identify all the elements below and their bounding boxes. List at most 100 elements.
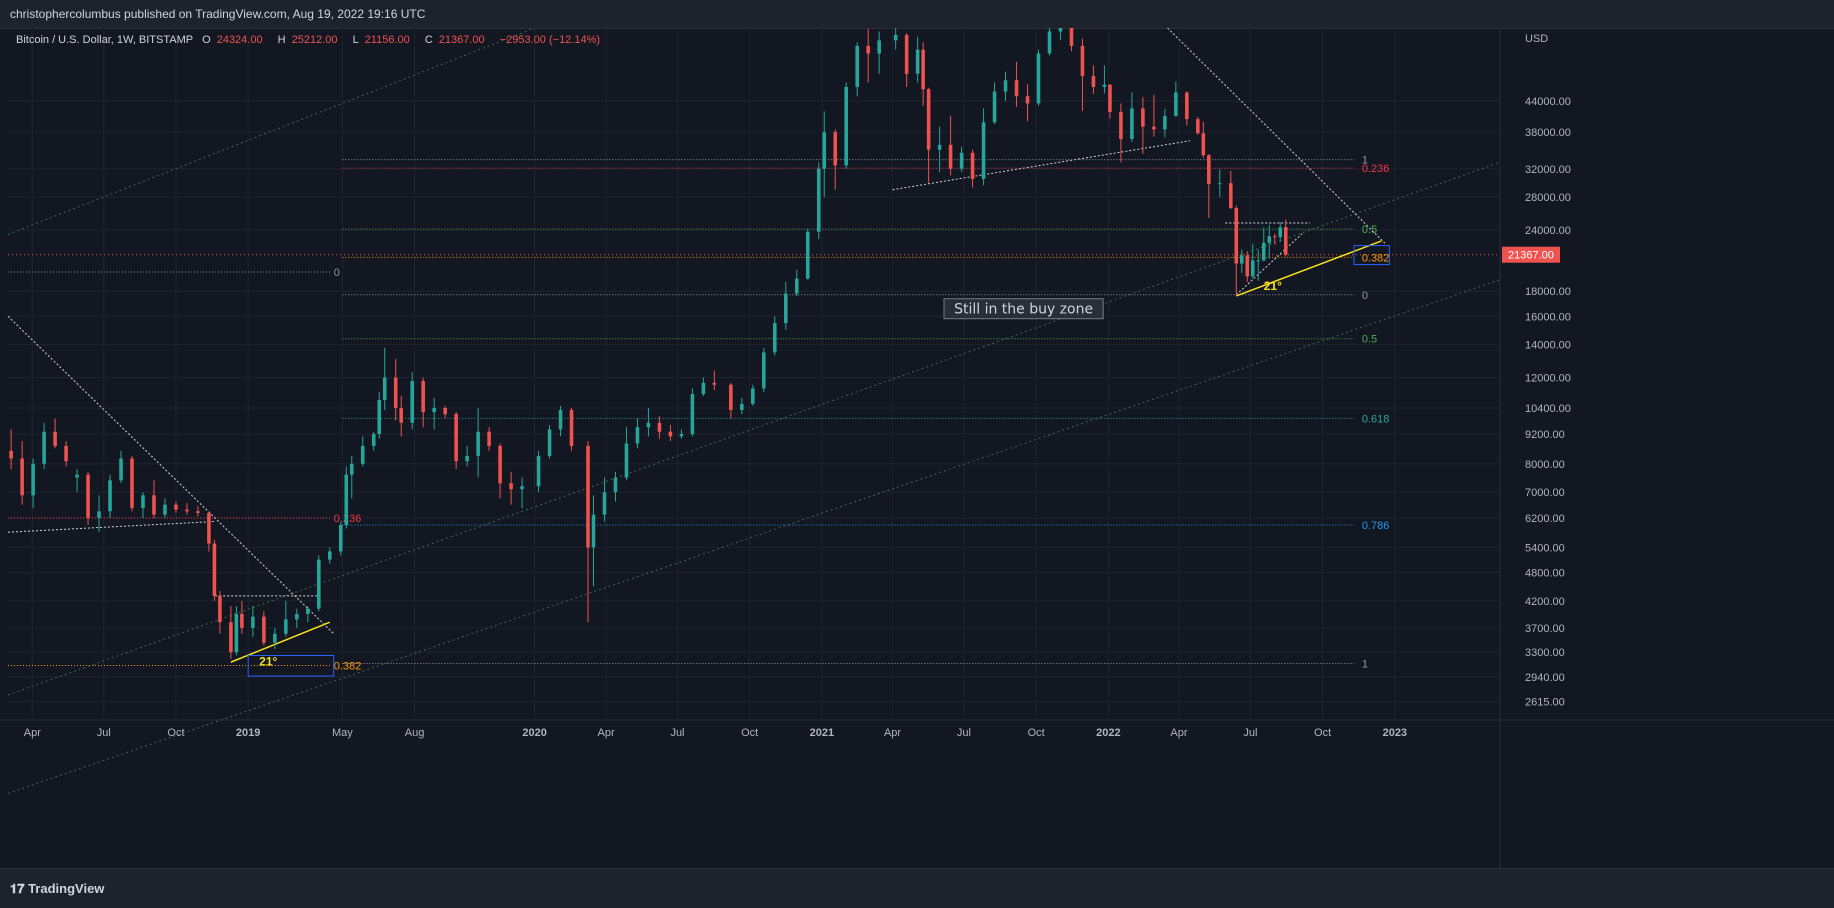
candle-body[interactable] [185, 509, 189, 512]
candle-body[interactable] [866, 45, 870, 54]
candle-body[interactable] [410, 381, 414, 423]
candle-body[interactable] [1102, 84, 1107, 87]
candle-body[interactable] [344, 474, 349, 526]
candle-body[interactable] [816, 168, 821, 232]
candle-body[interactable] [822, 132, 827, 169]
candle-body[interactable] [1047, 31, 1052, 54]
fib-zone-box[interactable] [1353, 245, 1390, 266]
candle-body[interactable] [1250, 260, 1255, 277]
candle-body[interactable] [97, 511, 101, 519]
candle-body[interactable] [1207, 155, 1211, 184]
candle-body[interactable] [174, 504, 178, 510]
candle-body[interactable] [382, 377, 387, 400]
candle-body[interactable] [1267, 236, 1272, 243]
candle-body[interactable] [1272, 236, 1277, 238]
chart-area[interactable]: 00.2360.38210.2360.50.38200.50.6180.7861… [0, 28, 1834, 868]
candle-body[interactable] [794, 278, 799, 294]
candle-body[interactable] [476, 431, 480, 456]
candle-body[interactable] [9, 450, 13, 459]
candle-body[interactable] [31, 463, 35, 496]
candle-body[interactable] [624, 443, 629, 478]
candle-body[interactable] [20, 458, 24, 496]
candle-body[interactable] [855, 45, 859, 87]
candle-body[interactable] [558, 409, 563, 430]
candle-body[interactable] [328, 551, 332, 560]
candle-body[interactable] [992, 91, 997, 123]
annotation-box[interactable] [943, 298, 1104, 320]
candle-body[interactable] [784, 293, 788, 324]
candle-body[interactable] [284, 619, 288, 634]
candle-body[interactable] [646, 422, 651, 428]
candle-body[interactable] [740, 403, 744, 410]
trend-line[interactable] [7, 315, 335, 635]
fib-zone-box[interactable] [247, 654, 335, 677]
candle-body[interactable] [399, 407, 403, 423]
candle-body[interactable] [42, 431, 46, 464]
candle-body[interactable] [586, 445, 590, 548]
candle-body[interactable] [454, 414, 458, 462]
candle-body[interactable] [690, 394, 695, 435]
candle-body[interactable] [1025, 96, 1030, 104]
candle-body[interactable] [75, 474, 79, 478]
candle-body[interactable] [240, 613, 244, 628]
candle-body[interactable] [970, 152, 975, 179]
candle-body[interactable] [218, 595, 222, 623]
candle-body[interactable] [1058, 28, 1063, 32]
trend-line[interactable] [1235, 233, 1303, 296]
candle-body[interactable] [229, 622, 233, 653]
candle-body[interactable] [1278, 227, 1283, 238]
candle-body[interactable] [1119, 111, 1123, 140]
candle-body[interactable] [360, 445, 365, 464]
candle-body[interactable] [86, 474, 90, 519]
candle-body[interactable] [1185, 92, 1189, 120]
candle-body[interactable] [371, 434, 376, 446]
candle-body[interactable] [679, 434, 684, 437]
yellow-support-line[interactable] [230, 621, 331, 663]
candle-body[interactable] [712, 382, 717, 385]
candle-body[interactable] [1256, 260, 1261, 262]
candle-body[interactable] [937, 144, 942, 150]
candle-body[interactable] [64, 445, 68, 462]
candle-body[interactable] [762, 352, 766, 389]
candle-body[interactable] [119, 458, 123, 481]
candle-body[interactable] [635, 427, 640, 444]
candle-body[interactable] [377, 399, 382, 435]
candle-body[interactable] [306, 608, 310, 614]
candle-body[interactable] [1245, 255, 1250, 277]
candle-body[interactable] [1130, 108, 1134, 140]
trend-line[interactable] [892, 140, 1191, 191]
candle-body[interactable] [1163, 116, 1167, 130]
candle-body[interactable] [295, 613, 299, 620]
candle-body[interactable] [108, 480, 112, 512]
candle-body[interactable] [1234, 208, 1239, 264]
candle-body[interactable] [833, 132, 838, 166]
candle-body[interactable] [668, 431, 673, 437]
candle-body[interactable] [251, 616, 255, 628]
candle-body[interactable] [805, 231, 810, 279]
candle-body[interactable] [196, 511, 200, 513]
candle-body[interactable] [751, 388, 755, 404]
candle-body[interactable] [657, 422, 662, 432]
candle-body[interactable] [207, 512, 211, 544]
candle-body[interactable] [163, 504, 167, 515]
tradingview-logo[interactable]: 𝟏𝟕 TradingView [10, 881, 104, 897]
candle-body[interactable] [1080, 45, 1085, 76]
candle-body[interactable] [926, 89, 931, 150]
candle-body[interactable] [1283, 227, 1288, 255]
candle-body[interactable] [338, 525, 343, 552]
candle-body[interactable] [273, 633, 277, 643]
candle-body[interactable] [509, 483, 513, 490]
candle-body[interactable] [981, 122, 986, 179]
trend-line[interactable] [1148, 28, 1386, 245]
candle-body[interactable] [141, 495, 145, 508]
candle-body[interactable] [487, 431, 491, 446]
candle-body[interactable] [53, 431, 57, 446]
candle-body[interactable] [1201, 133, 1206, 156]
candle-body[interactable] [1229, 183, 1233, 209]
candle-body[interactable] [729, 384, 733, 410]
candle-body[interactable] [1003, 80, 1008, 92]
candle-body[interactable] [915, 49, 920, 74]
candle-body[interactable] [877, 40, 881, 54]
candle-body[interactable] [773, 323, 777, 353]
candle-body[interactable] [959, 152, 964, 169]
